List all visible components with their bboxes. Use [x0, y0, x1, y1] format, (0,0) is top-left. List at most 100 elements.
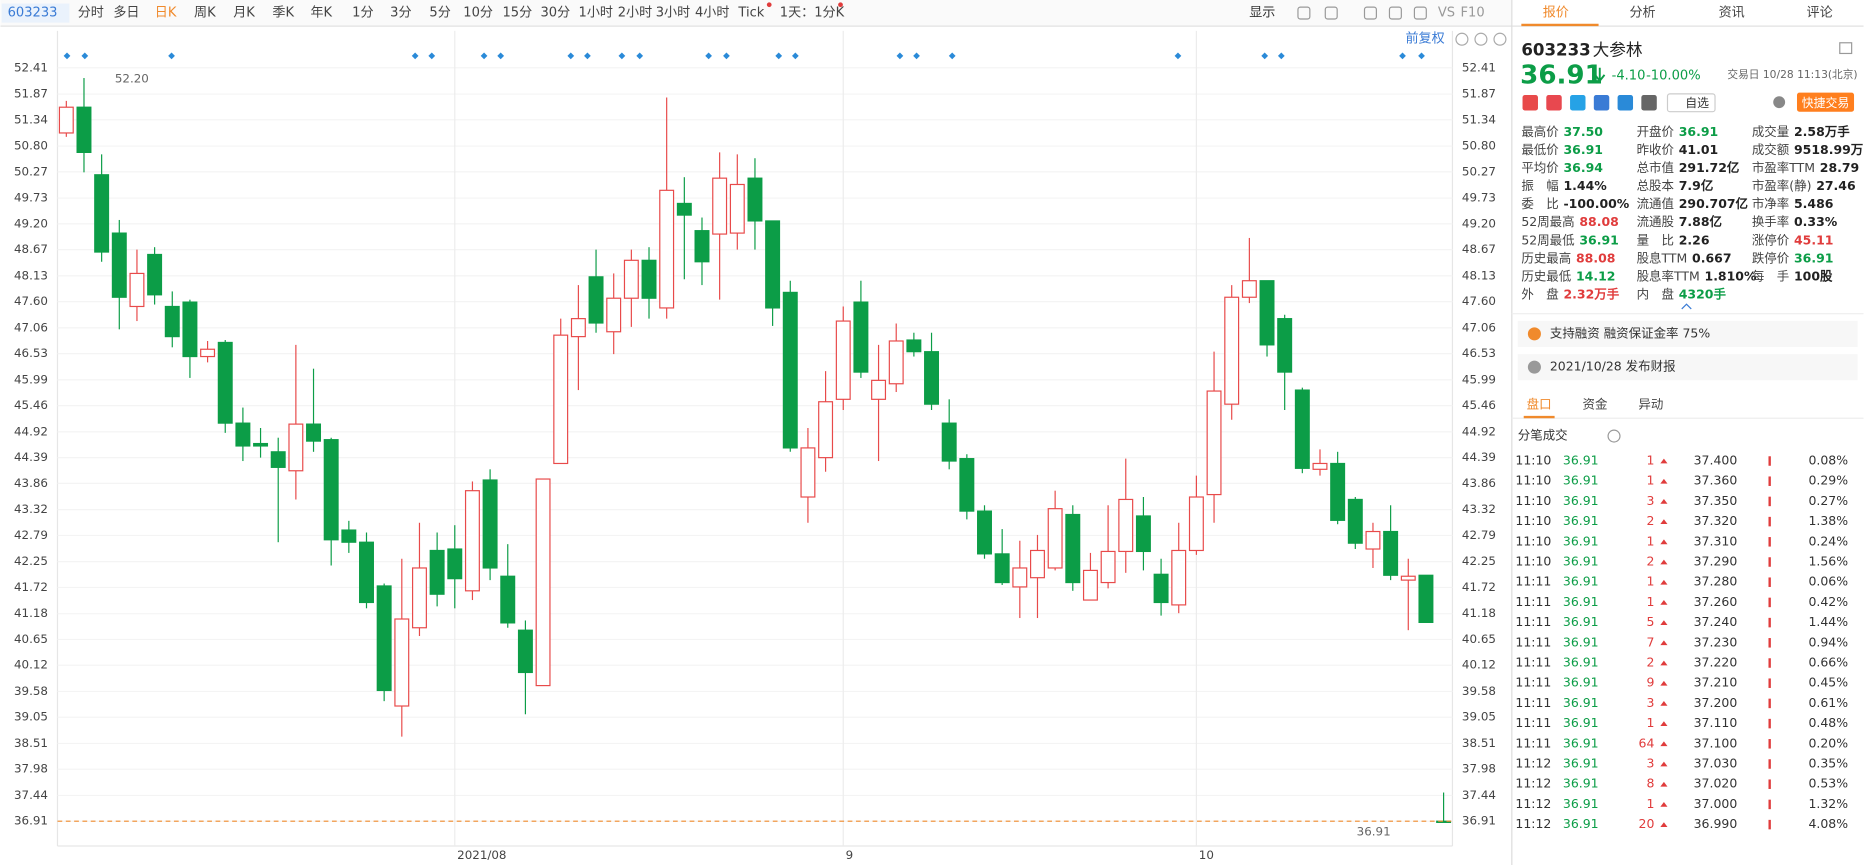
period-tab[interactable]: Tick: [737, 6, 764, 21]
icon[interactable]: [1493, 32, 1507, 46]
stat-label: 成交量: [1752, 123, 1789, 138]
period-tab[interactable]: 周K: [194, 6, 216, 21]
sub-tab[interactable]: 资金: [1583, 397, 1608, 412]
y-tick-label: 36.91: [1462, 814, 1496, 828]
panel-tab[interactable]: 分析: [1629, 6, 1655, 21]
icon[interactable]: [1455, 32, 1469, 46]
badge-icon[interactable]: [1641, 95, 1657, 111]
icon[interactable]: [1839, 42, 1853, 55]
trade-pct: 1.32%: [1808, 796, 1848, 811]
candle-body: [747, 177, 763, 222]
bell-icon[interactable]: [1773, 96, 1786, 109]
period-tab[interactable]: 4小时: [695, 6, 729, 21]
period-tab[interactable]: 1小时: [579, 6, 613, 21]
adjust-mode[interactable]: 前复权: [1406, 31, 1445, 47]
tool-icon[interactable]: [1363, 6, 1377, 20]
icon[interactable]: [1474, 32, 1488, 46]
trade-bar: [1768, 516, 1771, 527]
candle-body: [447, 548, 463, 580]
period-tab[interactable]: 30分: [541, 6, 571, 21]
candle-body: [1118, 498, 1134, 553]
period-tab[interactable]: 15分: [502, 6, 532, 21]
trade-arrow: [1660, 539, 1668, 545]
badge-icon[interactable]: [1570, 95, 1586, 111]
badge-icon[interactable]: [1617, 95, 1634, 111]
notice-text[interactable]: 支持融资 融资保证金率 75%: [1550, 325, 1710, 340]
trade-arrow: [1660, 458, 1668, 464]
period-tab[interactable]: 年K: [310, 6, 332, 21]
period-tab[interactable]: 月K: [233, 6, 255, 21]
trade-arrow: [1660, 680, 1668, 686]
period-tab[interactable]: 2小时: [618, 6, 652, 21]
period-tab[interactable]: 1分: [352, 6, 373, 21]
notice-text[interactable]: 2021/10/28 发布财报: [1550, 359, 1676, 374]
trade-volume: 1: [1646, 473, 1654, 488]
period-tab[interactable]: 分时: [78, 6, 104, 21]
stat-label: 内 盘: [1637, 286, 1674, 301]
tool-icon[interactable]: [1388, 6, 1402, 20]
code-box: [1, 3, 70, 23]
trade-time: 11:10: [1515, 533, 1551, 548]
watch-button[interactable]: [1666, 93, 1716, 113]
y-tick-label: 50.80: [14, 139, 48, 153]
trade-volume: 9: [1646, 675, 1654, 690]
stat-value: 36.94: [1564, 160, 1604, 175]
candle-body: [1330, 462, 1346, 521]
period-tab[interactable]: 1天：1分K: [780, 6, 845, 21]
event-marker[interactable]: [1261, 52, 1269, 60]
y-tick-label: 46.53: [14, 346, 48, 360]
badge-icon[interactable]: [1546, 95, 1562, 111]
trade-price: 36.91: [1563, 735, 1599, 750]
quote-price: 36.91: [1520, 61, 1603, 91]
vs-button[interactable]: VS: [1438, 6, 1455, 21]
event-marker[interactable]: [705, 52, 712, 60]
y-tick-label: 39.58: [1462, 684, 1496, 698]
candle-body: [906, 339, 922, 353]
period-tab[interactable]: 季K: [272, 6, 294, 21]
tool-icon[interactable]: [1324, 6, 1338, 20]
event-marker[interactable]: [1399, 52, 1406, 60]
trade-price: 36.91: [1563, 513, 1599, 528]
toolbar: [0, 0, 1512, 27]
trade-price: 36.91: [1563, 695, 1599, 710]
candle-body: [1312, 462, 1328, 470]
trade-time: 11:11: [1515, 634, 1551, 649]
sub-tab[interactable]: 盘口: [1527, 397, 1552, 412]
y-tick-label: 38.51: [14, 736, 48, 750]
sub-tab[interactable]: 异动: [1638, 397, 1663, 412]
tool-icon[interactable]: [1413, 6, 1427, 20]
period-tab[interactable]: 10分: [463, 6, 493, 21]
period-tab[interactable]: 3分: [390, 6, 411, 21]
trade-bid: 37.310: [1694, 533, 1738, 548]
trade-pct: 0.08%: [1808, 453, 1848, 468]
trade-bar: [1768, 597, 1771, 608]
event-marker[interactable]: [775, 52, 783, 60]
badge-icon[interactable]: [1522, 95, 1538, 111]
panel-tab[interactable]: 报价: [1543, 6, 1569, 21]
y-tick-label: 42.79: [1462, 528, 1496, 542]
trade-volume: 2: [1646, 554, 1654, 569]
stat-label: 最高价: [1521, 123, 1559, 138]
trade-button[interactable]: [1797, 92, 1855, 112]
panel-tab[interactable]: 评论: [1807, 6, 1833, 21]
stat: 市盈率TTM 28.79: [1752, 160, 1859, 175]
period-tab[interactable]: 5分: [429, 6, 450, 21]
y-tick-label: 40.12: [14, 658, 48, 672]
dot: [838, 2, 843, 8]
f10-button[interactable]: F10: [1461, 6, 1485, 21]
period-tab[interactable]: 3小时: [656, 6, 690, 21]
trade-arrow: [1660, 620, 1668, 625]
y-tick-label: 43.32: [14, 502, 48, 516]
candle-body: [1418, 574, 1434, 624]
trade-time: 11:12: [1515, 756, 1551, 771]
badge-icon[interactable]: [1593, 95, 1610, 111]
trade-bar: [1768, 577, 1771, 587]
event-marker[interactable]: [1418, 52, 1425, 60]
stock-code[interactable]: 603233: [8, 6, 58, 21]
period-tab[interactable]: 日K: [155, 6, 177, 21]
panel-tab[interactable]: 资讯: [1719, 6, 1745, 21]
tool-icon[interactable]: [1297, 6, 1311, 20]
display-menu[interactable]: 显示: [1249, 6, 1275, 21]
period-tab[interactable]: 多日: [113, 5, 139, 21]
